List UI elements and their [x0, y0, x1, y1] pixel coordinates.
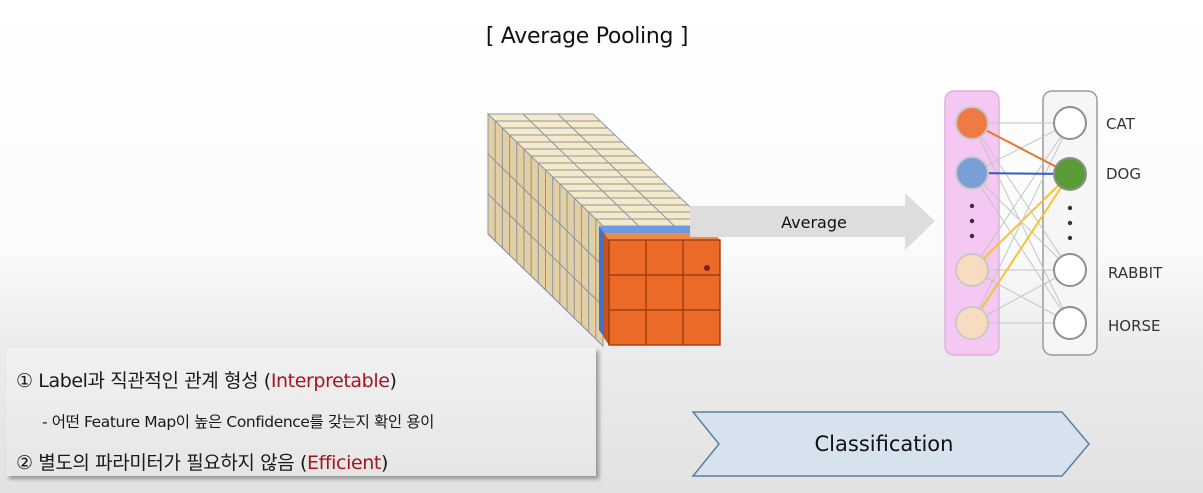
class-label-horse: HORSE: [1108, 317, 1161, 335]
class-label-cat: CAT: [1106, 115, 1136, 133]
blue-feature-map: [599, 226, 715, 337]
class-label-rabbit: RABBIT: [1108, 264, 1163, 282]
ellipsis-vertical-icon: [969, 203, 975, 239]
output-node-horse: [1053, 306, 1087, 340]
classification-label: Classification: [815, 432, 954, 456]
highlight-efficient: Efficient: [306, 452, 381, 474]
pooled-node-3: [955, 253, 989, 287]
class-label-dog: DOG: [1106, 165, 1141, 183]
average-arrow: [690, 193, 935, 250]
notes-box: ① Label과 직관적인 관계 형성 (Interpretable) - 어떤…: [6, 348, 596, 476]
output-node-dog: [1053, 157, 1087, 191]
output-node-rabbit: [1053, 253, 1087, 287]
note-efficient: ② 별도의 파라미터가 필요하지 않음 (Efficient): [16, 452, 388, 474]
pooled-node-1: [955, 106, 989, 140]
classification-banner: [691, 411, 1090, 477]
note-confidence: - 어떤 Feature Map이 높은 Confidence를 갖는지 확인 …: [42, 413, 435, 431]
output-node-cat: [1053, 106, 1087, 140]
pooled-node-2: [955, 156, 989, 190]
highlight-interpretable: Interpretable: [270, 370, 390, 392]
slide-title: [ Average Pooling ]: [485, 24, 689, 49]
average-label: Average: [781, 213, 847, 232]
ellipsis-vertical-icon: [1067, 205, 1073, 241]
pooled-node-4: [955, 306, 989, 340]
note-interpretable: ① Label과 직관적인 관계 형성 (Interpretable): [16, 370, 397, 392]
front-feature-map: [604, 233, 721, 346]
feature-map-stack: [486, 112, 712, 348]
